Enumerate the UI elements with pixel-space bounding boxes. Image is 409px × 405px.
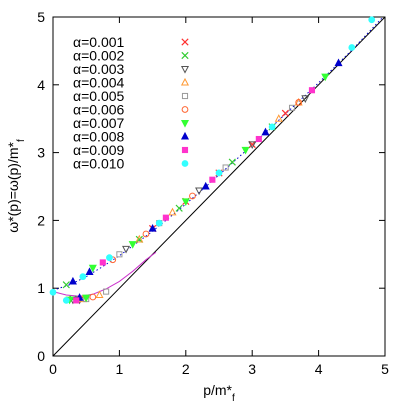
legend-label: α=0.002 bbox=[73, 48, 125, 64]
data-point bbox=[215, 169, 223, 177]
legend-label: α=0.001 bbox=[73, 34, 125, 50]
data-point bbox=[288, 104, 296, 111]
data-point bbox=[228, 158, 236, 166]
ticks: 0 1 2 3 4 5 0 1 2 3 4 5 bbox=[37, 9, 389, 377]
data-point bbox=[261, 127, 270, 136]
legend-marker bbox=[180, 119, 190, 128]
data-points bbox=[49, 16, 376, 305]
data-point bbox=[142, 230, 150, 238]
legend-label: α=0.006 bbox=[73, 102, 125, 118]
x-axis-label: p/m*f bbox=[203, 382, 235, 404]
legend: α=0.001α=0.002α=0.003α=0.004α=0.005α=0.0… bbox=[73, 34, 190, 172]
data-point bbox=[89, 293, 97, 301]
y-tick-label: 4 bbox=[37, 77, 45, 93]
data-point bbox=[68, 276, 77, 285]
legend-marker bbox=[181, 106, 189, 113]
data-point bbox=[189, 192, 196, 200]
data-point bbox=[49, 288, 57, 296]
data-point bbox=[85, 267, 94, 275]
legend-label: α=0.008 bbox=[73, 129, 125, 145]
legend-label: α=0.007 bbox=[73, 115, 125, 131]
legend-marker bbox=[180, 65, 190, 74]
data-point bbox=[128, 241, 137, 249]
data-point bbox=[62, 297, 70, 304]
x-tick-label: 0 bbox=[49, 361, 57, 377]
data-point bbox=[116, 251, 123, 258]
legend-label: α=0.004 bbox=[73, 75, 125, 91]
line-diagonal bbox=[52, 16, 386, 357]
legend-marker bbox=[181, 92, 189, 100]
data-point bbox=[321, 73, 330, 82]
y-tick-label: 0 bbox=[37, 348, 45, 364]
data-point bbox=[168, 207, 177, 216]
data-point bbox=[73, 297, 80, 304]
data-point bbox=[274, 114, 283, 122]
data-point bbox=[155, 219, 163, 227]
y-tick-label: 2 bbox=[37, 212, 45, 228]
legend-label: α=0.010 bbox=[73, 156, 125, 172]
data-point bbox=[201, 181, 210, 190]
legend-marker bbox=[181, 146, 189, 154]
data-point bbox=[106, 254, 113, 262]
data-point bbox=[79, 273, 87, 281]
data-point bbox=[181, 198, 190, 207]
x-tick-label: 4 bbox=[315, 361, 323, 377]
data-point bbox=[301, 95, 310, 103]
legend-marker bbox=[181, 160, 189, 167]
data-point bbox=[82, 294, 91, 303]
data-point bbox=[222, 164, 229, 171]
data-point bbox=[95, 290, 104, 299]
data-point bbox=[62, 281, 70, 289]
data-point bbox=[268, 123, 276, 131]
legend-marker bbox=[181, 38, 189, 46]
data-point bbox=[281, 109, 290, 117]
data-point bbox=[122, 245, 131, 254]
data-point bbox=[255, 135, 262, 143]
x-tick-label: 5 bbox=[381, 361, 389, 377]
data-point bbox=[348, 44, 356, 51]
data-point bbox=[195, 187, 204, 196]
data-point bbox=[295, 99, 303, 106]
y-axis-label: ω*(p)=ω(p)/m*f bbox=[5, 139, 27, 233]
data-point bbox=[148, 223, 157, 232]
x-tick-label: 2 bbox=[182, 361, 190, 377]
data-point bbox=[99, 259, 106, 266]
legend-marker bbox=[181, 51, 189, 60]
data-point bbox=[368, 16, 376, 24]
x-tick-label: 3 bbox=[248, 361, 256, 377]
data-point bbox=[162, 214, 169, 221]
data-point bbox=[88, 264, 97, 273]
legend-label: α=0.005 bbox=[73, 88, 125, 104]
legend-marker bbox=[180, 131, 190, 140]
legend-marker bbox=[180, 77, 190, 86]
data-point bbox=[248, 141, 257, 150]
data-point bbox=[103, 288, 110, 295]
x-tick-label: 1 bbox=[116, 361, 124, 377]
y-tick-label: 3 bbox=[37, 145, 45, 161]
legend-label: α=0.009 bbox=[73, 142, 125, 158]
y-tick-label: 5 bbox=[37, 9, 45, 25]
data-point bbox=[334, 58, 343, 67]
y-tick-label: 1 bbox=[37, 280, 45, 296]
data-point bbox=[209, 176, 216, 183]
legend-label: α=0.003 bbox=[73, 61, 125, 77]
data-point bbox=[175, 204, 183, 212]
line-upper-branch bbox=[52, 18, 383, 291]
data-point bbox=[308, 87, 316, 94]
data-point bbox=[241, 146, 250, 155]
data-point bbox=[135, 234, 144, 243]
